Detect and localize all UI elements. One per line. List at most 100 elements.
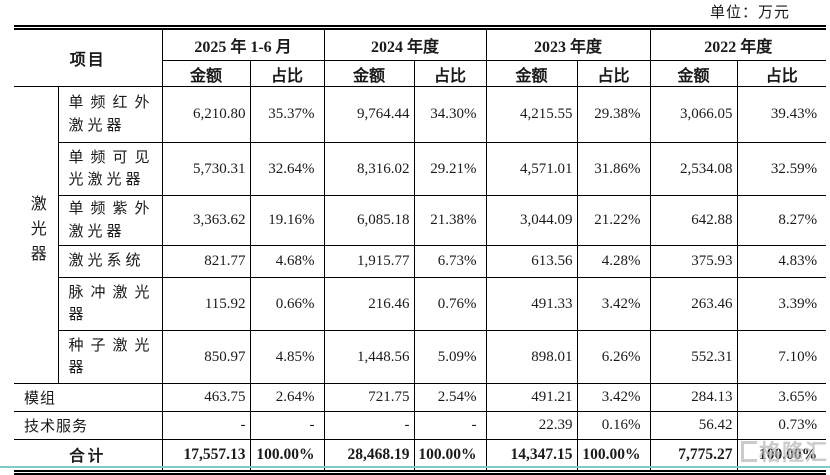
- cell-amount: 17,557.13: [161, 439, 251, 471]
- cell-amount: 821.77: [161, 245, 251, 278]
- cell-ratio: 100.00%: [576, 439, 651, 471]
- cell-ratio: -: [413, 411, 487, 440]
- cell-ratio: 6.26%: [576, 330, 651, 384]
- table-row-technical-service: 技术服务 - - - - 22.39 0.16% 56.42 0.73%: [13, 411, 827, 440]
- cell-amount: 552.31: [649, 330, 738, 384]
- group-label-laser: 激光器: [27, 195, 45, 270]
- header-ratio: 占比: [249, 60, 325, 87]
- total-label: 合计: [13, 439, 163, 471]
- cell-ratio: 39.43%: [736, 86, 827, 143]
- cell-ratio: 7.10%: [736, 330, 827, 384]
- cell-amount: 491.33: [485, 277, 578, 331]
- cell-ratio: 2.64%: [249, 383, 325, 412]
- cell-ratio: 4.85%: [249, 330, 325, 384]
- cell-ratio: 3.65%: [736, 383, 827, 412]
- accent-bottom-line: [0, 466, 830, 468]
- cell-ratio: 32.64%: [249, 142, 325, 196]
- header-period-2022: 2022 年度: [649, 29, 827, 61]
- cell-amount: 3,363.62: [161, 195, 251, 246]
- cell-amount: 1,448.56: [323, 330, 415, 384]
- cell-ratio: 32.59%: [736, 142, 827, 196]
- cell-ratio: 8.27%: [736, 195, 827, 246]
- watermark: 格隆汇: [740, 435, 828, 467]
- cell-amount: 1,915.77: [323, 245, 415, 278]
- cell-amount: -: [161, 411, 251, 440]
- unit-label: 单位：万元: [709, 5, 790, 21]
- header-period-2025h1: 2025 年 1-6 月: [161, 29, 325, 61]
- watermark-text: 格隆汇: [758, 440, 828, 465]
- cell-ratio: 31.86%: [576, 142, 651, 196]
- watermark-bracket-icon: [740, 440, 757, 462]
- cell-amount: 642.88: [649, 195, 738, 246]
- header-period-2024: 2024 年度: [323, 29, 487, 61]
- cell-ratio: 3.39%: [736, 277, 827, 331]
- cell-amount: 5,730.31: [161, 142, 251, 196]
- table-row-module: 模组 463.75 2.64% 721.75 2.54% 491.21 3.42…: [13, 383, 827, 412]
- cell-amount: 6,085.18: [323, 195, 415, 246]
- cell-amount: 491.21: [485, 383, 578, 412]
- cell-ratio: 100.00%: [249, 439, 325, 471]
- cell-ratio: 100.00%: [413, 439, 487, 471]
- cell-amount: 721.75: [323, 383, 415, 412]
- header-row-periods: 项目 2025 年 1-6 月 2024 年度 2023 年度 2022 年度: [13, 29, 827, 87]
- cell-ratio: 29.38%: [576, 86, 651, 143]
- cell-amount: 8,316.02: [323, 142, 415, 196]
- row-name: 模组: [13, 383, 163, 412]
- cell-amount: 115.92: [161, 277, 251, 331]
- header-amount: 金额: [323, 60, 415, 87]
- cell-ratio: 35.37%: [249, 86, 325, 143]
- cell-amount: 463.75: [161, 383, 251, 412]
- cell-amount: -: [323, 411, 415, 440]
- cell-ratio: 5.09%: [413, 330, 487, 384]
- cell-amount: 3,066.05: [649, 86, 738, 143]
- header-ratio: 占比: [413, 60, 487, 87]
- table-row-single-freq-visible: 单频可见光激光器 5,730.31 32.64% 8,316.02 29.21%…: [14, 142, 827, 196]
- revenue-table: 项目 2025 年 1-6 月 2024 年度 2023 年度 2022 年度 …: [13, 29, 827, 471]
- cell-amount: 216.46: [323, 277, 415, 331]
- header-amount: 金额: [161, 60, 251, 87]
- header-ratio: 占比: [576, 60, 651, 87]
- header-amount: 金额: [649, 60, 738, 87]
- cell-amount: 3,044.09: [485, 195, 578, 246]
- table-row-laser-system: 激光系统 821.77 4.68% 1,915.77 6.73% 613.56 …: [14, 245, 827, 278]
- cell-ratio: 3.42%: [576, 383, 651, 412]
- cell-ratio: 19.16%: [249, 195, 325, 246]
- cell-amount: 4,571.01: [485, 142, 578, 196]
- cell-ratio: 4.28%: [576, 245, 651, 278]
- cell-amount: 28,468.19: [323, 439, 415, 471]
- row-name: 单频可见光激光器: [57, 142, 163, 196]
- group-cell-laser: 激光器: [13, 86, 59, 384]
- cell-amount: 263.46: [649, 277, 738, 331]
- cell-amount: 2,534.08: [649, 142, 738, 196]
- cell-ratio: 0.66%: [249, 277, 325, 331]
- cell-ratio: 0.76%: [413, 277, 487, 331]
- cell-amount: 613.56: [485, 245, 578, 278]
- cell-amount: 56.42: [649, 411, 738, 440]
- cell-ratio: 34.30%: [413, 86, 487, 143]
- header-row-subheaders: 金额 占比 金额 占比 金额 占比 金额 占比: [14, 60, 827, 87]
- table-row-single-freq-uv: 单频紫外激光器 3,363.62 19.16% 6,085.18 21.38% …: [14, 195, 827, 246]
- cell-amount: 6,210.80: [161, 86, 251, 143]
- header-item: 项目: [13, 29, 163, 87]
- cell-amount: 22.39: [485, 411, 578, 440]
- cell-ratio: 0.73%: [736, 411, 827, 440]
- row-name: 单频紫外激光器: [57, 195, 163, 246]
- cell-amount: 4,215.55: [485, 86, 578, 143]
- cell-amount: 9,764.44: [323, 86, 415, 143]
- revenue-table-container: 项目 2025 年 1-6 月 2024 年度 2023 年度 2022 年度 …: [13, 25, 827, 475]
- cell-ratio: 21.22%: [576, 195, 651, 246]
- cell-amount: 284.13: [649, 383, 738, 412]
- cell-ratio: -: [249, 411, 325, 440]
- header-period-2023: 2023 年度: [485, 29, 651, 61]
- cell-amount: 375.93: [649, 245, 738, 278]
- row-name: 技术服务: [13, 411, 163, 440]
- cell-amount: 898.01: [485, 330, 578, 384]
- cell-amount: 14,347.15: [485, 439, 578, 471]
- header-ratio: 占比: [736, 60, 827, 87]
- table-row-single-freq-ir: 激光器 单频红外激光器 6,210.80 35.37% 9,764.44 34.…: [13, 86, 827, 384]
- cell-ratio: 21.38%: [413, 195, 487, 246]
- cell-amount: 850.97: [161, 330, 251, 384]
- table-row-pulse-laser: 脉冲激光器 115.92 0.66% 216.46 0.76% 491.33 3…: [14, 277, 827, 331]
- cell-amount: 7,775.27: [649, 439, 738, 471]
- cell-ratio: 6.73%: [413, 245, 487, 278]
